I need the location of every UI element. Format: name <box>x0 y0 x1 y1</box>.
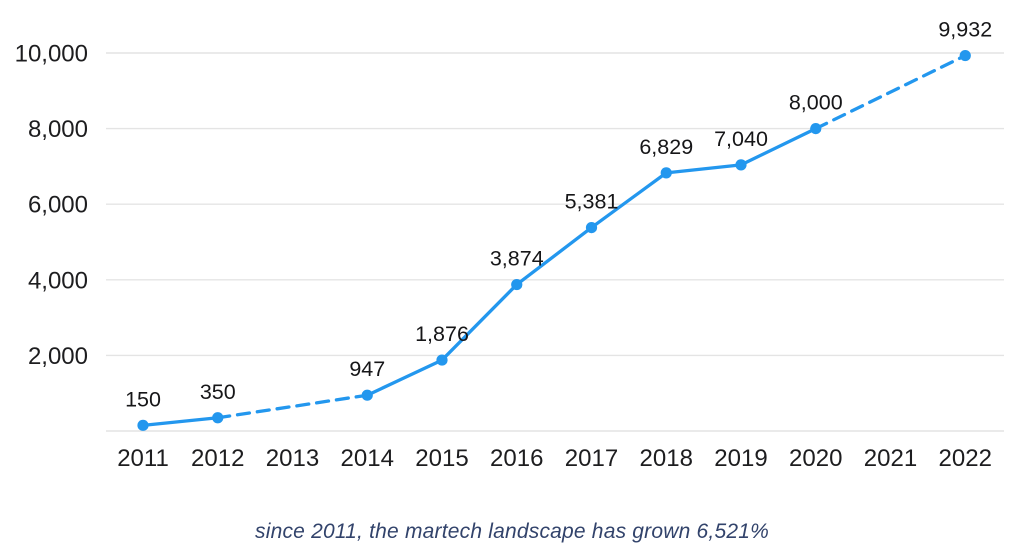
data-point-2012 <box>212 412 224 424</box>
data-point-2015 <box>436 354 448 366</box>
series-segment-solid <box>589 171 668 230</box>
x-axis-tick-label: 2016 <box>490 445 543 472</box>
data-label-2020: 8,000 <box>789 91 843 115</box>
x-axis-tick-label: 2017 <box>565 445 618 472</box>
data-point-2020 <box>810 123 822 135</box>
y-axis-tick-label: 10,000 <box>15 41 88 68</box>
series-segment-solid <box>515 225 594 287</box>
chart-caption: since 2011, the martech landscape has gr… <box>255 520 769 543</box>
data-point-2022 <box>959 49 971 62</box>
series-segment-solid <box>440 282 519 362</box>
x-axis-tick-label: 2012 <box>191 445 244 472</box>
x-axis-tick-label: 2018 <box>640 445 693 472</box>
data-label-2014: 947 <box>349 357 385 381</box>
series-segment-dashed <box>814 53 967 131</box>
x-axis-tick-label: 2021 <box>864 445 917 472</box>
x-axis-tick-label: 2011 <box>117 445 169 472</box>
x-axis-tick-label: 2022 <box>939 445 992 472</box>
series-segment-solid <box>739 126 818 167</box>
data-label-2016: 3,874 <box>490 247 544 271</box>
line-chart: 2,000 4,000 6,000 8,000 10,000 2011 2012 2013 20… <box>15 18 1004 472</box>
data-point-2019 <box>735 159 747 171</box>
series-segment-dashed <box>216 393 369 420</box>
series-segment-solid <box>365 358 444 397</box>
data-label-2011: 150 <box>125 387 161 411</box>
series-segment-solid <box>664 163 743 175</box>
data-point-2016 <box>511 278 523 291</box>
series-segment-solid <box>141 416 220 427</box>
x-axis-tick-label: 2014 <box>341 445 394 472</box>
x-axis-tick-label: 2019 <box>714 445 767 472</box>
data-label-2017: 5,381 <box>565 190 619 214</box>
x-axis-tick-label: 2020 <box>789 445 842 472</box>
data-label-2018: 6,829 <box>639 135 693 159</box>
y-axis-tick-label: 6,000 <box>28 192 88 219</box>
data-point-2011 <box>137 419 149 431</box>
data-label-2022: 9,932 <box>938 18 992 42</box>
data-point-2014 <box>361 389 373 401</box>
data-label-2019: 7,040 <box>714 127 768 151</box>
data-label-2015: 1,876 <box>415 322 469 346</box>
x-axis-tick-label: 2013 <box>266 445 319 472</box>
y-axis-tick-label: 8,000 <box>28 116 88 143</box>
data-point-2018 <box>660 167 672 179</box>
y-axis-tick-label: 2,000 <box>28 343 88 370</box>
data-label-2012: 350 <box>200 380 236 404</box>
y-axis-tick-label: 4,000 <box>28 267 88 294</box>
data-point-2017 <box>585 221 598 234</box>
x-axis-tick-label: 2015 <box>415 445 468 472</box>
